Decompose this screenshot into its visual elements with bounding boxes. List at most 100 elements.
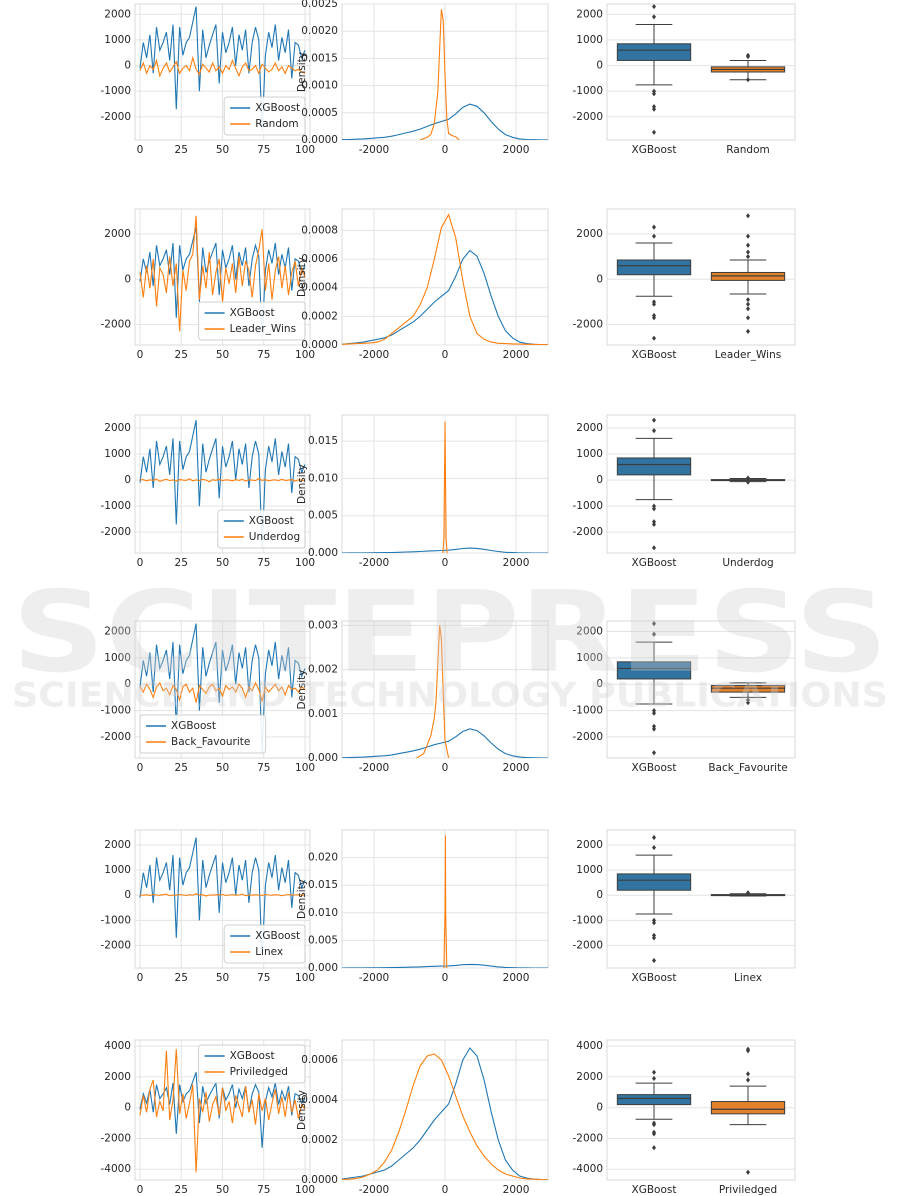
x-tick-label: -2000 bbox=[359, 144, 390, 156]
y-tick-label: 0 bbox=[596, 273, 603, 285]
flier bbox=[652, 1075, 656, 1082]
y-tick-label: 0 bbox=[596, 678, 603, 690]
flier bbox=[652, 631, 656, 637]
box-body bbox=[616, 457, 692, 476]
y-tick-label: 1000 bbox=[576, 448, 603, 460]
chart-box: -4000 -2000 0 2000 4000 XGBoost Priviledged bbox=[572, 1039, 796, 1196]
y-tick-label: 0 bbox=[596, 889, 603, 901]
flier bbox=[746, 700, 750, 706]
y-axis-label: Density bbox=[296, 464, 308, 504]
series-line bbox=[139, 55, 306, 78]
x-tick-label: Back_Favourite bbox=[708, 762, 787, 774]
x-tick-label: 75 bbox=[257, 349, 270, 361]
y-tick-label: 0 bbox=[596, 474, 603, 486]
flier bbox=[652, 834, 656, 841]
flier bbox=[746, 52, 750, 58]
y-tick-label: -1000 bbox=[572, 500, 603, 512]
plot-area bbox=[606, 829, 796, 969]
y-tick-label: -2000 bbox=[572, 939, 603, 951]
y-tick-label: -1000 bbox=[572, 85, 603, 97]
box bbox=[710, 213, 786, 334]
x-tick-label: 100 bbox=[295, 972, 315, 984]
x-tick-label: XGBoost bbox=[632, 349, 677, 361]
flier bbox=[746, 233, 750, 239]
chart-density: 0.0000 0.0002 0.0004 0.0006 -2000 0 2000 Densit… bbox=[296, 1039, 549, 1196]
box bbox=[616, 834, 692, 964]
flier bbox=[746, 301, 750, 307]
x-tick-label: 2000 bbox=[503, 349, 530, 361]
flier bbox=[652, 301, 656, 307]
legend-box bbox=[139, 714, 267, 754]
flier bbox=[746, 297, 750, 303]
y-tick-label: 0.020 bbox=[308, 852, 338, 864]
series-line bbox=[342, 213, 548, 345]
y-tick-label: 4000 bbox=[576, 1040, 603, 1052]
y-tick-label: 0 bbox=[124, 889, 131, 901]
y-tick-label: 0 bbox=[124, 60, 131, 72]
chart-box: -2000 -1000 0 1000 2000 XGBoost Random bbox=[572, 3, 796, 156]
y-tick-label: 0.005 bbox=[308, 510, 338, 522]
x-tick-label: 75 bbox=[257, 762, 270, 774]
y-tick-label: 0.000 bbox=[308, 547, 338, 559]
y-axis-label: Density bbox=[296, 879, 308, 919]
y-tick-label: 1000 bbox=[576, 864, 603, 876]
y-tick-label: 1000 bbox=[576, 652, 603, 664]
series-line bbox=[442, 421, 448, 553]
series-line bbox=[139, 893, 306, 897]
x-tick-label: XGBoost bbox=[632, 972, 677, 984]
chart-box: -2000 -1000 0 1000 2000 XGBoost Linex bbox=[572, 829, 796, 984]
box bbox=[710, 52, 786, 83]
y-tick-label: -1000 bbox=[100, 914, 131, 926]
x-tick-label: XGBoost bbox=[632, 1184, 677, 1196]
y-tick-label: 1000 bbox=[104, 864, 131, 876]
x-tick-label: 75 bbox=[257, 144, 270, 156]
y-axis-label: Density bbox=[296, 257, 308, 297]
chart-line: -2000 -1000 0 1000 2000 0 25 50 75 100 XGBoost Rand… bbox=[100, 3, 315, 156]
x-tick-label: 0 bbox=[442, 349, 449, 361]
series-line bbox=[443, 835, 448, 968]
y-axis-label: Density bbox=[296, 670, 308, 710]
y-tick-label: 0.0020 bbox=[301, 25, 338, 37]
box bbox=[710, 475, 786, 485]
x-tick-label: 2000 bbox=[503, 144, 530, 156]
y-tick-label: 2000 bbox=[104, 422, 131, 434]
series-line bbox=[139, 623, 306, 753]
flier bbox=[652, 723, 656, 729]
flier bbox=[652, 920, 656, 926]
series-line bbox=[139, 420, 306, 548]
y-tick-label: -1000 bbox=[100, 500, 131, 512]
y-axis-label: Density bbox=[296, 52, 308, 92]
legend-label: XGBoost bbox=[230, 307, 275, 319]
y-tick-label: 0 bbox=[596, 1102, 603, 1114]
y-tick-label: -2000 bbox=[100, 319, 131, 331]
chart-box: -2000 -1000 0 1000 2000 XGBoost Underdog bbox=[572, 414, 796, 569]
y-tick-label: -2000 bbox=[100, 526, 131, 538]
x-tick-label: 100 bbox=[295, 349, 315, 361]
legend-box bbox=[217, 509, 306, 549]
legend-label: XGBoost bbox=[230, 1050, 275, 1062]
x-tick-label: 0 bbox=[137, 972, 144, 984]
legend-label: Underdog bbox=[249, 531, 300, 543]
y-tick-label: -4000 bbox=[100, 1163, 131, 1175]
x-tick-label: 25 bbox=[175, 1184, 188, 1196]
y-tick-label: -1000 bbox=[572, 914, 603, 926]
x-tick-label: 2000 bbox=[503, 1184, 530, 1196]
legend: XGBoost Back_Favourite bbox=[139, 714, 267, 754]
y-tick-label: 0.0002 bbox=[301, 310, 338, 322]
legend-box bbox=[223, 96, 306, 136]
flier bbox=[652, 726, 656, 732]
x-tick-label: 25 bbox=[175, 144, 188, 156]
y-tick-label: 0.010 bbox=[308, 472, 338, 484]
y-tick-label: -2000 bbox=[572, 319, 603, 331]
legend: XGBoost Linex bbox=[223, 924, 306, 964]
flier bbox=[652, 750, 656, 756]
y-tick-label: 2000 bbox=[576, 228, 603, 240]
flier bbox=[746, 479, 750, 485]
x-tick-label: Priviledged bbox=[719, 1184, 777, 1196]
series-line bbox=[419, 9, 460, 140]
flier bbox=[652, 315, 656, 321]
x-tick-label: 0 bbox=[137, 557, 144, 569]
x-tick-label: 50 bbox=[216, 762, 229, 774]
y-tick-label: -2000 bbox=[100, 1132, 131, 1144]
